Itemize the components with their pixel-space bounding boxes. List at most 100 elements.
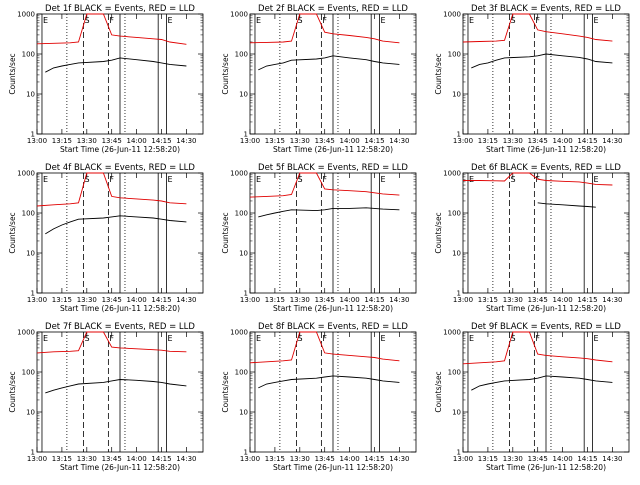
x-tick-label: 13:30 [77, 296, 97, 304]
y-axis-label: Counts/sec [221, 371, 230, 412]
series-line-lld [249, 331, 400, 364]
x-tick-label: 14:30 [176, 455, 196, 463]
chart-title: Det 2f BLACK = Events, RED = LLD [258, 4, 408, 14]
x-tick-label: 13:15 [478, 296, 498, 304]
y-tick-label: 100 [235, 369, 248, 377]
x-tick-label: 13:45 [102, 137, 122, 145]
x-tick-label: 13:30 [77, 455, 97, 463]
chart-title: Det 8f BLACK = Events, RED = LLD [258, 322, 408, 332]
event-marker-label: E [167, 175, 172, 184]
y-tick-label: 1 [457, 449, 461, 457]
chart-panel: Det 4f BLACK = Events, RED = LLD 1 10 100 10… [8, 163, 204, 313]
series-line-events [258, 207, 400, 218]
x-tick-label: 14:15 [151, 296, 171, 304]
x-tick-label: 14:00 [127, 137, 147, 145]
y-tick-label: 1000 [443, 11, 461, 19]
x-tick-label: 13:15 [265, 455, 285, 463]
y-tick-label: 100 [22, 51, 35, 59]
chart-panel: Det 5f BLACK = Events, RED = LLD 1 10 100 10… [221, 163, 417, 313]
y-tick-label: 100 [448, 210, 461, 218]
series-line-lld [36, 13, 187, 45]
x-tick-label: 14:00 [340, 137, 360, 145]
chart-title: Det 4f BLACK = Events, RED = LLD [45, 163, 195, 173]
event-marker-label: E [380, 334, 385, 343]
x-tick-label: 14:30 [389, 137, 409, 145]
x-tick-label: 14:00 [127, 455, 147, 463]
series-line-events [45, 57, 187, 73]
event-marker-label: E [43, 175, 48, 184]
y-tick-label: 1 [457, 290, 461, 298]
y-tick-label: 100 [235, 210, 248, 218]
event-marker-label: S [510, 334, 515, 343]
chart-panel: Det 3f BLACK = Events, RED = LLD 1 10 100 10… [434, 4, 630, 154]
y-tick-label: 100 [235, 51, 248, 59]
event-marker-label: E [167, 334, 172, 343]
x-tick-label: 13:15 [52, 296, 72, 304]
event-marker-label: S [510, 16, 515, 25]
x-tick-label: 13:30 [290, 455, 310, 463]
x-axis-label: Start Time (26-Jun-11 12:58:20) [273, 145, 393, 154]
chart-title: Det 5f BLACK = Events, RED = LLD [258, 163, 408, 173]
event-marker-label: F [322, 334, 327, 343]
y-tick-label: 1000 [17, 329, 35, 337]
y-tick-label: 10 [239, 91, 248, 99]
chart-title: Det 3f BLACK = Events, RED = LLD [471, 4, 621, 14]
series-line-lld [462, 13, 613, 43]
chart-title: Det 1f BLACK = Events, RED = LLD [45, 4, 195, 14]
chart-panel: Det 6f BLACK = Events, RED = LLD 1 10 100 10… [434, 163, 630, 313]
x-tick-label: 13:30 [290, 137, 310, 145]
y-tick-label: 1000 [230, 11, 248, 19]
event-marker-label: F [535, 334, 540, 343]
y-tick-label: 100 [22, 369, 35, 377]
x-tick-label: 13:45 [528, 296, 548, 304]
x-tick-label: 13:30 [503, 296, 523, 304]
chart-panel: Det 9f BLACK = Events, RED = LLD 1 10 100 10… [434, 322, 630, 472]
x-tick-label: 14:15 [364, 296, 384, 304]
x-tick-label: 13:45 [528, 455, 548, 463]
series-line-events [45, 215, 187, 235]
x-tick-label: 13:45 [315, 137, 335, 145]
series-line-events [258, 55, 400, 71]
series-line-events [537, 202, 596, 208]
y-tick-label: 1 [31, 290, 35, 298]
chart-panel: Det 1f BLACK = Events, RED = LLD 1 10 100 10… [8, 4, 204, 154]
x-tick-label: 13:00 [27, 137, 47, 145]
series-line-lld [462, 331, 613, 365]
x-tick-label: 13:00 [27, 455, 47, 463]
x-tick-label: 14:00 [553, 137, 573, 145]
x-tick-label: 13:45 [315, 455, 335, 463]
series-line-events [471, 375, 613, 391]
x-tick-label: 14:15 [151, 455, 171, 463]
x-axis-label: Start Time (26-Jun-11 12:58:20) [273, 463, 393, 472]
event-marker-label: E [43, 334, 48, 343]
event-marker-label: F [322, 16, 327, 25]
x-tick-label: 13:00 [240, 137, 260, 145]
y-tick-label: 10 [452, 250, 461, 258]
x-tick-label: 13:15 [265, 296, 285, 304]
event-marker-label: F [109, 16, 114, 25]
x-tick-label: 13:00 [240, 296, 260, 304]
chart-panel: Det 2f BLACK = Events, RED = LLD 1 10 100 10… [221, 4, 417, 154]
series-line-events [471, 53, 613, 69]
y-tick-label: 1 [31, 131, 35, 139]
y-tick-label: 100 [448, 369, 461, 377]
x-axis-label: Start Time (26-Jun-11 12:58:20) [60, 145, 180, 154]
event-marker-label: E [593, 175, 598, 184]
series-line-lld [249, 172, 400, 198]
x-tick-label: 14:15 [151, 137, 171, 145]
event-marker-label: E [380, 16, 385, 25]
y-axis-label: Counts/sec [8, 371, 17, 412]
x-tick-label: 13:15 [52, 137, 72, 145]
event-marker-label: E [43, 16, 48, 25]
x-tick-label: 14:30 [389, 455, 409, 463]
x-tick-label: 13:30 [290, 296, 310, 304]
event-marker-label: E [469, 16, 474, 25]
event-marker-label: S [297, 175, 302, 184]
y-tick-label: 1000 [443, 329, 461, 337]
y-tick-label: 1000 [230, 170, 248, 178]
x-tick-label: 13:30 [503, 455, 523, 463]
x-tick-label: 13:30 [77, 137, 97, 145]
chart-title: Det 6f BLACK = Events, RED = LLD [471, 163, 621, 173]
x-tick-label: 14:00 [553, 296, 573, 304]
